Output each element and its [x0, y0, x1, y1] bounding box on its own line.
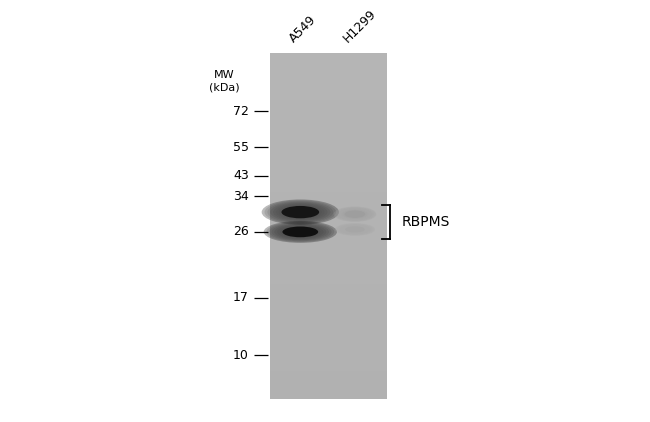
Bar: [270, 318, 387, 325]
Bar: [270, 76, 387, 82]
Bar: [270, 65, 387, 71]
Bar: [270, 352, 387, 359]
Ellipse shape: [335, 207, 374, 221]
Ellipse shape: [262, 200, 339, 225]
Ellipse shape: [339, 225, 370, 234]
Ellipse shape: [277, 225, 324, 239]
Text: MW
(kDa): MW (kDa): [209, 70, 240, 92]
Text: 43: 43: [233, 169, 249, 182]
Ellipse shape: [338, 224, 372, 235]
Bar: [270, 387, 387, 394]
Bar: [270, 295, 387, 301]
Bar: [270, 105, 387, 111]
Text: 72: 72: [233, 105, 249, 118]
Bar: [270, 99, 387, 106]
Text: H1299: H1299: [341, 7, 378, 46]
Bar: [270, 376, 387, 382]
Bar: [270, 226, 387, 232]
Bar: [270, 128, 387, 134]
Bar: [270, 174, 387, 181]
Bar: [270, 370, 387, 376]
Bar: [270, 122, 387, 129]
Text: 55: 55: [233, 141, 249, 154]
Bar: [270, 266, 387, 273]
Ellipse shape: [264, 221, 337, 243]
Bar: [270, 283, 387, 290]
Bar: [270, 237, 387, 244]
Bar: [270, 168, 387, 175]
Ellipse shape: [335, 223, 375, 236]
Ellipse shape: [274, 224, 326, 240]
Text: 26: 26: [233, 225, 249, 238]
Ellipse shape: [341, 209, 369, 219]
Bar: [270, 185, 387, 192]
Bar: [270, 145, 387, 151]
Ellipse shape: [338, 208, 372, 220]
Text: A549: A549: [287, 14, 318, 46]
Bar: [270, 393, 387, 399]
Bar: [270, 93, 387, 100]
Bar: [270, 220, 387, 227]
Bar: [270, 111, 387, 117]
Bar: [270, 139, 387, 146]
Bar: [270, 151, 387, 157]
Bar: [270, 347, 387, 353]
Ellipse shape: [344, 211, 365, 218]
Ellipse shape: [270, 202, 330, 222]
Bar: [270, 324, 387, 330]
Bar: [270, 260, 387, 267]
Bar: [270, 191, 387, 198]
Ellipse shape: [333, 207, 376, 222]
Bar: [270, 341, 387, 347]
Text: 34: 34: [233, 190, 249, 203]
Bar: [270, 162, 387, 169]
Ellipse shape: [267, 201, 333, 223]
Bar: [270, 133, 387, 140]
Text: 10: 10: [233, 349, 249, 362]
Ellipse shape: [341, 225, 369, 234]
Ellipse shape: [337, 224, 373, 235]
Bar: [270, 278, 387, 284]
Bar: [270, 364, 387, 371]
Bar: [270, 306, 387, 313]
Ellipse shape: [266, 222, 334, 242]
Ellipse shape: [340, 209, 370, 219]
Bar: [270, 197, 387, 203]
Ellipse shape: [276, 204, 325, 220]
Bar: [270, 87, 387, 94]
Bar: [270, 289, 387, 296]
Bar: [270, 116, 387, 123]
Bar: [270, 312, 387, 319]
Ellipse shape: [265, 200, 336, 224]
Bar: [270, 249, 387, 255]
Bar: [270, 254, 387, 261]
Bar: [270, 53, 387, 60]
Bar: [270, 330, 387, 336]
Bar: [270, 214, 387, 221]
Bar: [270, 272, 387, 279]
Bar: [270, 70, 387, 77]
Bar: [270, 180, 387, 186]
Bar: [270, 59, 387, 65]
Ellipse shape: [269, 222, 332, 241]
Bar: [270, 203, 387, 209]
Bar: [270, 358, 387, 365]
Bar: [270, 335, 387, 342]
Ellipse shape: [342, 225, 368, 233]
Ellipse shape: [281, 206, 319, 218]
Bar: [270, 157, 387, 163]
Bar: [270, 82, 387, 88]
Ellipse shape: [282, 227, 318, 237]
Bar: [270, 243, 387, 249]
Ellipse shape: [272, 223, 329, 241]
Text: RBPMS: RBPMS: [402, 215, 450, 229]
Bar: [270, 231, 387, 238]
Ellipse shape: [345, 226, 365, 233]
Ellipse shape: [273, 203, 328, 221]
Bar: [270, 300, 387, 307]
Text: 17: 17: [233, 291, 249, 304]
Bar: [270, 381, 387, 388]
Bar: [270, 208, 387, 215]
Ellipse shape: [337, 208, 373, 221]
